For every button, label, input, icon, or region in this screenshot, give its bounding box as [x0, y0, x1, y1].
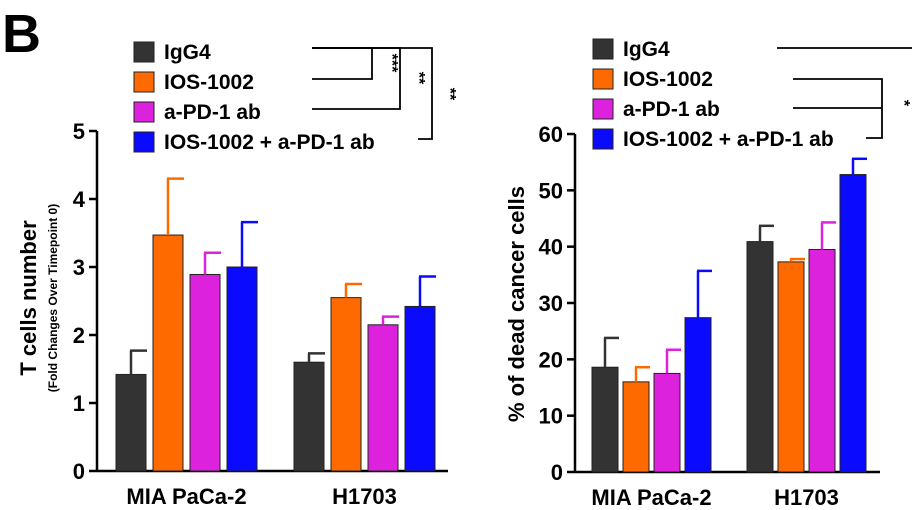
- legend-label-igg4: IgG4: [164, 41, 211, 64]
- legend-label-ios-1002-a-pd-1-ab: IOS-1002 + a-PD-1 ab: [623, 128, 834, 151]
- legend-swatch-ios-1002-a-pd-1-ab: [133, 131, 155, 153]
- bar-ios-1002-a-pd-1-ab-mia-paca-2: [684, 317, 712, 473]
- chart-t-cells: IgG4 IOS-1002 a-PD-1 ab IOS-1002 + a-PD-1 a…: [16, 41, 458, 509]
- bar-ios-1002-h1703: [330, 297, 362, 472]
- x-category-label-h1703: H1703: [332, 484, 397, 509]
- significance-marker-left-1: ***: [383, 54, 400, 73]
- legend-right: IgG4 IOS-1002 a-PD-1 ab IOS-1002 + a-PD-1 a…: [592, 38, 834, 151]
- legend-swatch-igg4: [592, 38, 614, 60]
- legend-swatch-ios-1002: [133, 71, 155, 93]
- chart-dead-cells: IgG4 IOS-1002 a-PD-1 ab IOS-1002 + a-PD-1 a…: [504, 38, 912, 510]
- bracket-igg4-ios1002: [312, 47, 373, 80]
- y-tick-label-30: 30: [539, 291, 563, 316]
- x-category-label-h1703: H1703: [774, 485, 839, 510]
- legend-label-ios-1002: IOS-1002: [164, 71, 254, 94]
- y-tick-label-5: 5: [73, 119, 85, 144]
- y-tick-label-60: 60: [539, 122, 563, 147]
- legend-label-a-pd-1-ab: a-PD-1 ab: [164, 101, 261, 124]
- bar-ios-1002-mia-paca-2: [622, 381, 650, 473]
- bar-a-pd-1-ab-mia-paca-2: [189, 273, 221, 472]
- plot-area-left: 0 1 2 3 4 5 MIA PaCa-2 H1703: [73, 119, 448, 509]
- significance-marker-left-3: **: [441, 88, 458, 101]
- bar-ios-1002-a-pd-1-ab-h1703: [839, 174, 867, 473]
- legend-left: IgG4 IOS-1002 a-PD-1 ab IOS-1002 + a-PD-1 a…: [133, 41, 375, 154]
- bar-igg4-mia-paca-2: [591, 366, 619, 473]
- legend-swatch-ios-1002: [592, 68, 614, 90]
- y-tick-label-20: 20: [539, 347, 563, 372]
- bar-ios-1002-a-pd-1-ab-mia-paca-2: [226, 266, 258, 472]
- x-category-label-mia-paca-2: MIA PaCa-2: [591, 485, 711, 510]
- legend-swatch-ios-1002-a-pd-1-ab: [592, 128, 614, 150]
- y-tick-label-3: 3: [73, 255, 85, 280]
- legend-label-a-pd-1-ab: a-PD-1 ab: [623, 98, 720, 121]
- bar-a-pd-1-ab-h1703: [367, 324, 399, 472]
- legend-label-ios-1002: IOS-1002: [623, 68, 713, 91]
- bar-ios-1002-mia-paca-2: [152, 234, 184, 472]
- y-tick-label-0: 0: [551, 460, 563, 485]
- plot-area-right: 0 10 20 30 40 50 60 MIA PaCa-2 H1703: [539, 122, 880, 510]
- significance-brackets-right: *: [777, 47, 912, 139]
- bar-a-pd-1-ab-mia-paca-2: [653, 372, 681, 473]
- bar-igg4-h1703: [293, 361, 325, 472]
- y-tick-label-50: 50: [539, 178, 563, 203]
- x-category-label-mia-paca-2: MIA PaCa-2: [126, 484, 246, 509]
- bar-a-pd-1-ab-h1703: [808, 248, 836, 473]
- panel-label: B: [2, 4, 41, 64]
- y-tick-label-40: 40: [539, 235, 563, 260]
- legend-swatch-a-pd-1-ab: [592, 98, 614, 120]
- y-axis-label-right: % of dead cancer cells: [504, 186, 529, 422]
- y-tick-label-10: 10: [539, 404, 563, 429]
- y-axis-sublabel-left: (Fold Changes Over Timepoint 0): [46, 204, 60, 392]
- bar-ios-1002-a-pd-1-ab-h1703: [404, 305, 436, 472]
- y-tick-label-4: 4: [73, 187, 86, 212]
- significance-marker-right-1: *: [895, 100, 912, 107]
- legend-swatch-a-pd-1-ab: [133, 101, 155, 123]
- y-tick-label-0: 0: [73, 459, 85, 484]
- significance-marker-left-2: **: [410, 72, 427, 85]
- y-tick-label-1: 1: [73, 391, 85, 416]
- legend-label-igg4: IgG4: [623, 38, 670, 61]
- y-axis-label-left: T cells number: [16, 220, 41, 376]
- significance-brackets-left: *******: [312, 47, 458, 140]
- bar-igg4-mia-paca-2: [115, 373, 147, 472]
- legend-label-ios-1002-a-pd-1-ab: IOS-1002 + a-PD-1 ab: [164, 131, 375, 154]
- y-tick-label-2: 2: [73, 323, 85, 348]
- bar-igg4-h1703: [746, 241, 774, 473]
- bracket-igg4-combo: [312, 47, 433, 140]
- legend-swatch-igg4: [133, 41, 155, 63]
- bar-ios-1002-h1703: [777, 261, 805, 473]
